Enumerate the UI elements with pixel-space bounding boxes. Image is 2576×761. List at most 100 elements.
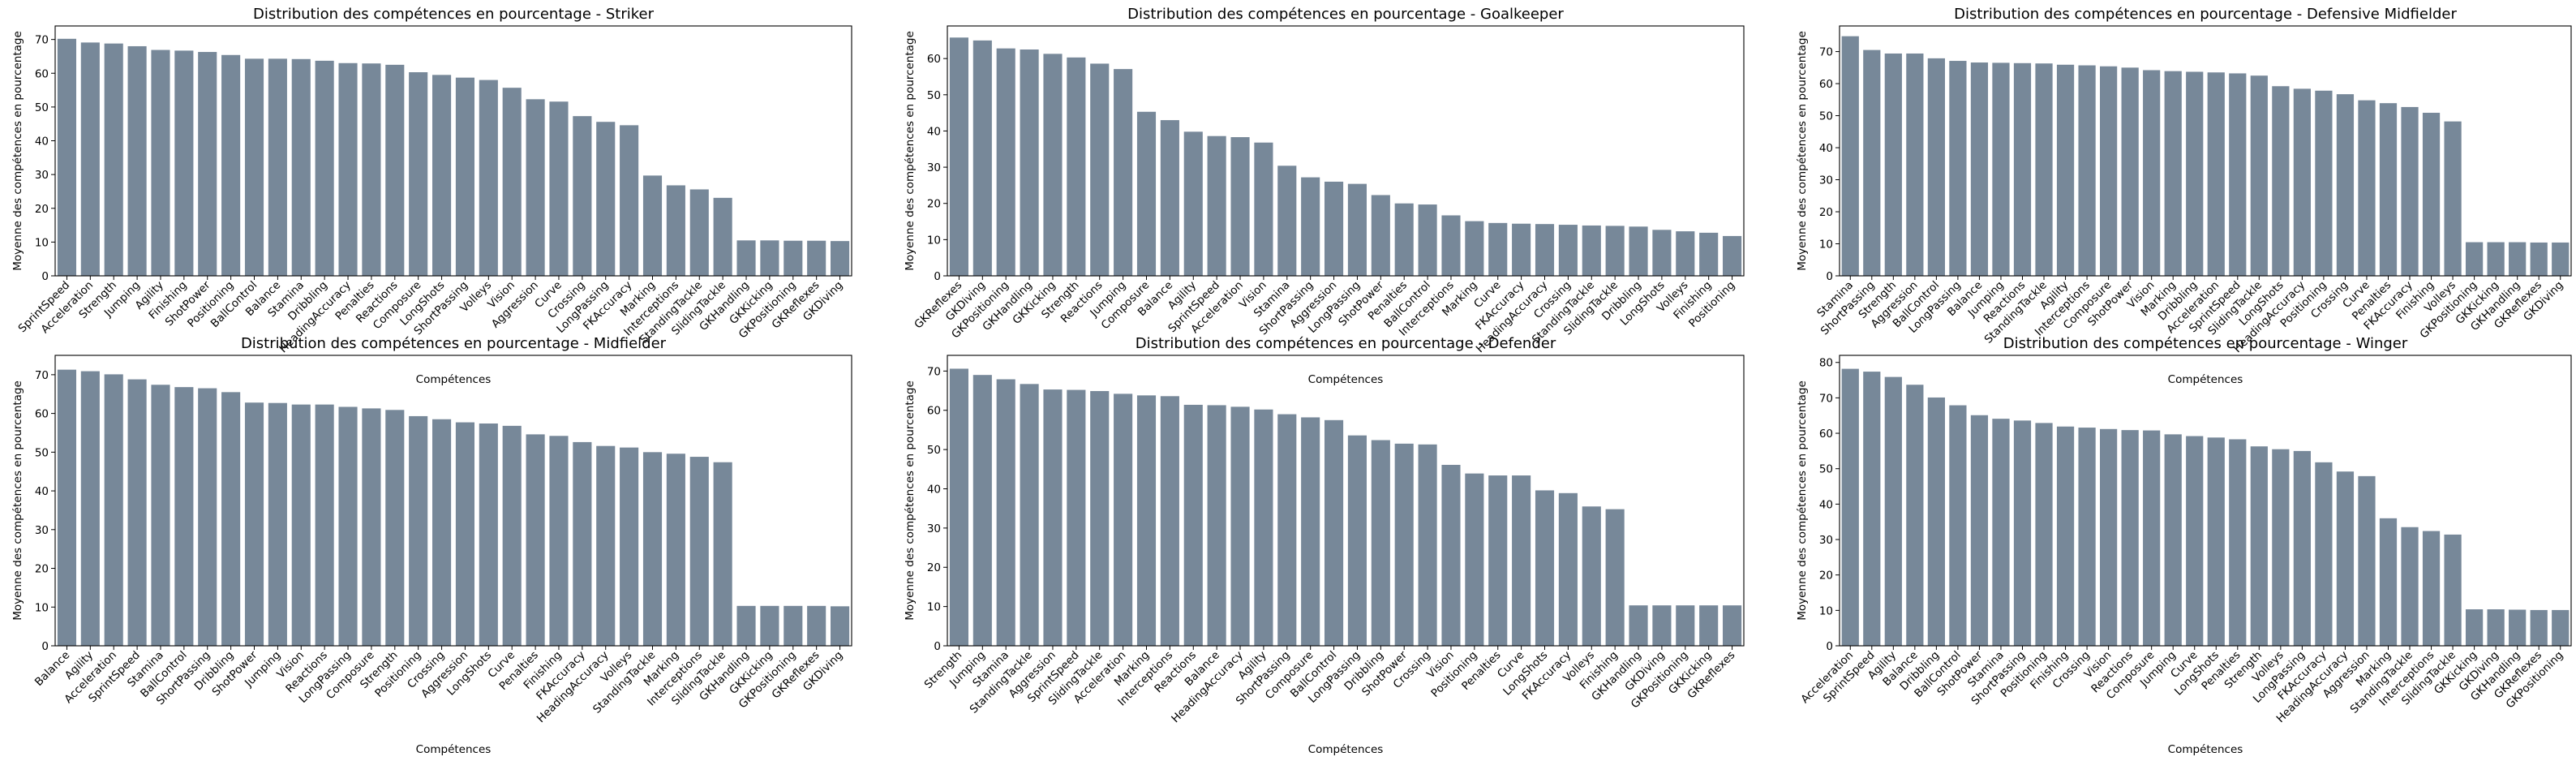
- bar-Agility: [2056, 64, 2075, 276]
- bar-Crossing: [1558, 225, 1578, 276]
- bar-GKReflexes: [2530, 242, 2548, 276]
- chart-title: Distribution des compétences en pourcent…: [1954, 6, 2457, 23]
- bar-SprintSpeed: [1067, 389, 1086, 646]
- bar-Reactions: [2013, 62, 2032, 276]
- bar-LongPassing: [338, 406, 358, 646]
- bar-Aggression: [1906, 53, 1924, 277]
- bar-FKAccuracy: [620, 125, 639, 276]
- bar-Interceptions: [689, 457, 709, 646]
- y-tick-label: 0: [41, 270, 49, 283]
- y-axis-label: Moyenne des compétences en pourcentage: [904, 380, 917, 621]
- bar-SlidingTackle: [2444, 534, 2462, 646]
- bar-Agility: [151, 49, 170, 277]
- bar-HeadingAccuracy: [2293, 88, 2311, 276]
- bar-GKPositioning: [784, 605, 803, 646]
- bar-Jumping: [127, 45, 147, 276]
- bar-LongPassing: [1347, 435, 1367, 646]
- axes-frame: [947, 355, 1745, 647]
- x-axis-label: Compétences: [416, 743, 492, 756]
- chart-title: Distribution des compétences en pourcent…: [2003, 335, 2408, 352]
- bar-ShotPower: [1970, 415, 1989, 646]
- y-tick-label: 50: [1819, 463, 1833, 476]
- axes-frame: [947, 25, 1745, 277]
- bar-Finishing: [549, 436, 569, 646]
- bar-GKPositioning: [1676, 605, 1695, 646]
- bar-Jumping: [1114, 69, 1133, 277]
- bar-Curve: [2358, 100, 2376, 276]
- bar-StandingTackle: [1020, 384, 1039, 646]
- y-tick-label: 70: [1819, 392, 1833, 405]
- y-tick-label: 30: [927, 522, 941, 535]
- bar-Interceptions: [2422, 531, 2441, 646]
- bar-Stamina: [1277, 166, 1297, 276]
- chart-panel-3: 010203040506070BalanceAgilityAcceleratio…: [11, 335, 852, 756]
- chart-panel-5: 01020304050607080AccelerationSprintSpeed…: [1796, 335, 2572, 756]
- bar-GKPositioning: [996, 48, 1015, 277]
- bar-GKPositioning: [784, 240, 803, 276]
- bar-SlidingTackle: [713, 462, 732, 646]
- bar-Vision: [291, 404, 311, 646]
- bar-Finishing: [1605, 509, 1625, 646]
- bar-Reactions: [2121, 430, 2139, 646]
- bar-Jumping: [2164, 434, 2182, 646]
- bar-GKReflexes: [807, 240, 826, 276]
- bar-GKKicking: [1699, 605, 1719, 646]
- bar-Dribbling: [1629, 226, 1648, 276]
- y-tick-label: 40: [1819, 142, 1833, 155]
- bar-Crossing: [432, 419, 452, 646]
- y-tick-label: 20: [35, 203, 49, 216]
- bar-LongPassing: [596, 122, 616, 276]
- chart-title: Distribution des compétences en pourcent…: [241, 335, 667, 352]
- bar-ShotPower: [1371, 195, 1390, 276]
- y-tick-label: 30: [1819, 534, 1833, 547]
- bar-Penalties: [1394, 203, 1414, 276]
- bar-Crossing: [573, 116, 592, 276]
- bar-Penalties: [1488, 475, 1508, 646]
- bar-Positioning: [221, 54, 241, 276]
- bar-Positioning: [2035, 423, 2053, 646]
- chart-title: Distribution des compétences en pourcent…: [1136, 335, 1556, 352]
- bar-Marking: [666, 454, 685, 646]
- bar-Volleys: [479, 80, 498, 276]
- y-tick-label: 70: [1819, 46, 1833, 59]
- bar-Vision: [2143, 70, 2161, 277]
- bar-Crossing: [1418, 444, 1437, 646]
- bar-GKHandling: [736, 240, 756, 276]
- bar-GKDiving: [972, 40, 992, 277]
- bar-HeadingAccuracy: [1535, 224, 1555, 276]
- y-tick-label: 10: [1819, 604, 1833, 617]
- bar-HeadingAccuracy: [596, 445, 616, 646]
- bar-LongShots: [432, 75, 452, 276]
- y-axis-label: Moyenne des compétences en pourcentage: [904, 31, 917, 271]
- bar-Stamina: [291, 58, 311, 276]
- bar-Aggression: [1043, 389, 1063, 646]
- bar-GKPositioning: [2552, 609, 2570, 646]
- bar-SprintSpeed: [1207, 135, 1226, 276]
- bar-Curve: [549, 101, 569, 276]
- bar-Stamina: [1992, 419, 2010, 646]
- y-tick-label: 10: [35, 601, 49, 614]
- y-tick-label: 60: [927, 53, 941, 66]
- bar-Positioning: [1465, 473, 1484, 646]
- bar-Strength: [385, 410, 405, 646]
- x-axis-label: Compétences: [1308, 743, 1384, 756]
- bar-ShortPassing: [198, 388, 217, 646]
- y-tick-label: 0: [934, 640, 941, 653]
- y-tick-label: 70: [35, 369, 49, 382]
- bar-Curve: [1488, 222, 1508, 276]
- y-tick-label: 50: [35, 101, 49, 114]
- bar-Curve: [1512, 475, 1531, 646]
- bar-SprintSpeed: [57, 38, 76, 276]
- bar-Agility: [80, 371, 100, 646]
- x-axis-label: Compétences: [2168, 743, 2243, 756]
- bar-Finishing: [174, 50, 194, 276]
- bar-Acceleration: [1841, 368, 1859, 646]
- bar-Curve: [502, 425, 522, 646]
- y-tick-label: 40: [35, 135, 49, 148]
- chart-panel-0: 010203040506070SprintSpeedAccelerationSt…: [11, 6, 852, 386]
- y-axis-label: Moyenne des compétences en pourcentage: [1796, 380, 1809, 621]
- bar-Strength: [1067, 57, 1086, 276]
- bar-Aggression: [455, 422, 474, 646]
- bar-StandingTackle: [689, 189, 709, 276]
- bar-LongPassing: [1347, 183, 1367, 276]
